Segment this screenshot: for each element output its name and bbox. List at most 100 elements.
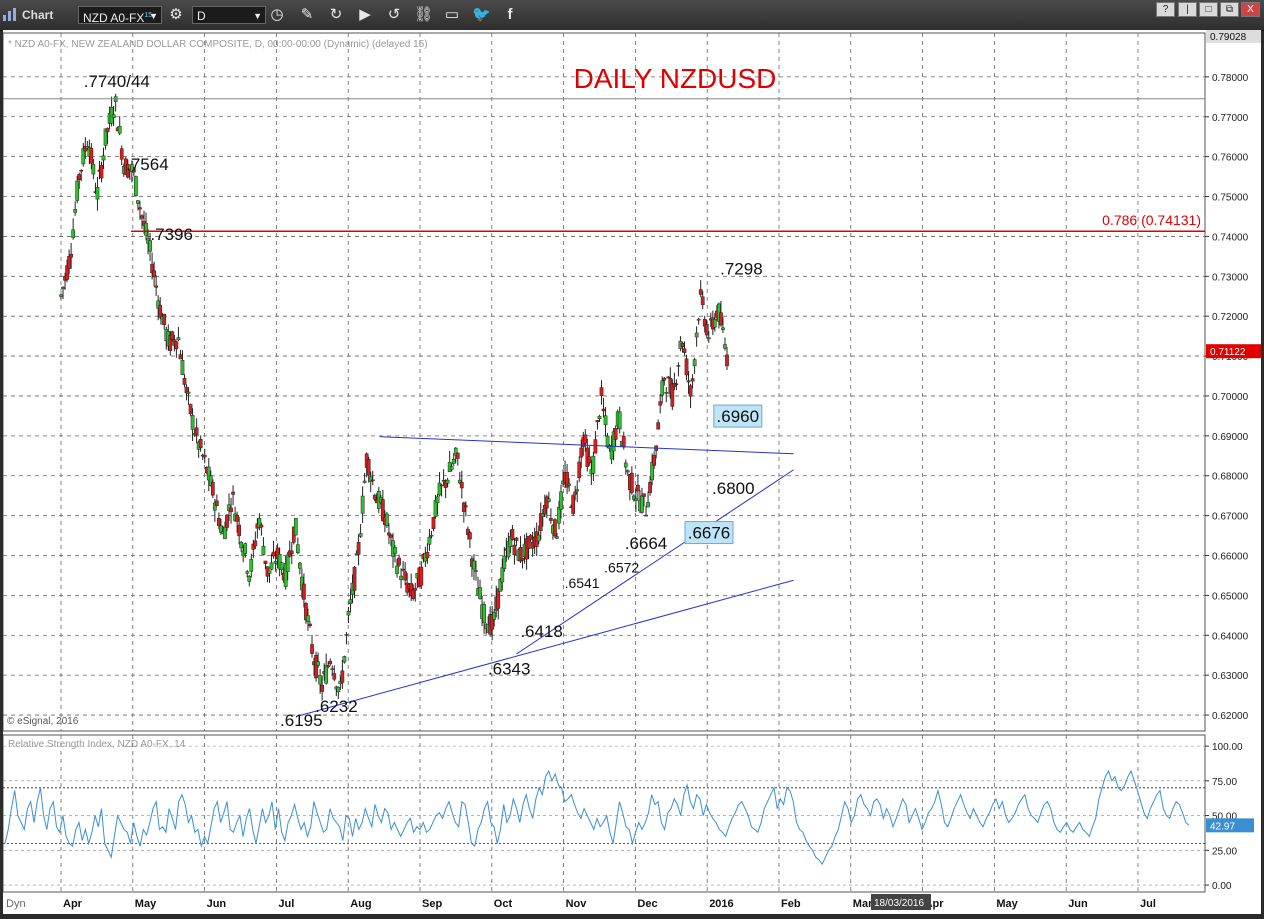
candle-up <box>502 555 507 569</box>
refresh-icon[interactable]: ↻ <box>329 6 343 23</box>
candle-up <box>623 462 628 468</box>
candle-up <box>245 571 250 574</box>
twitter-icon[interactable]: 🐦 <box>472 6 491 23</box>
candle-up <box>723 344 727 349</box>
chart-subtitle: * NZD A0-FX, NEW ZEALAND DOLLAR COMPOSIT… <box>8 39 428 50</box>
trendline <box>379 436 794 455</box>
y-tick-label: 0.75000 <box>1212 193 1249 204</box>
chevron-down-icon: ▼ <box>149 11 158 21</box>
candle-up <box>474 570 478 572</box>
boxed-label-bg <box>684 521 734 545</box>
candle-up <box>664 392 669 394</box>
x-tick-label: Dec <box>637 898 657 910</box>
candle-down <box>571 495 576 514</box>
candle-down <box>680 342 685 347</box>
candle-down <box>464 505 468 508</box>
candle-down <box>152 270 156 278</box>
candle-down <box>326 665 331 668</box>
candle-down <box>658 401 663 406</box>
restore-button[interactable]: ⧉ <box>1220 2 1239 17</box>
facebook-icon[interactable]: f <box>507 6 513 23</box>
candle-up <box>713 319 717 328</box>
chart-svg: 0.786 (0.74131) 0.780000.770000.760000.7… <box>2 28 1261 910</box>
candle-up <box>212 502 217 511</box>
x-tick-label: Jul <box>278 898 294 910</box>
candle-down <box>425 552 430 559</box>
candle-down <box>431 517 436 529</box>
candle-down <box>259 524 264 528</box>
rsi-last-box <box>1206 818 1254 833</box>
y-tick-label: 0.78000 <box>1212 73 1249 84</box>
boxed-label-bg <box>713 404 763 428</box>
candles <box>59 93 729 701</box>
candle-up <box>591 455 596 474</box>
candle-down <box>401 568 405 571</box>
candle-down <box>154 285 158 288</box>
candle-down <box>587 456 592 464</box>
candle-up <box>360 495 365 514</box>
candle-up <box>692 359 697 367</box>
candle-up <box>295 544 300 554</box>
candle-down <box>583 434 588 444</box>
y-tick-label: 0.62000 <box>1212 711 1249 722</box>
candle-up <box>273 561 278 564</box>
candle-down <box>579 447 584 458</box>
rsi-y-tick-label: 0.00 <box>1212 881 1232 892</box>
overlays: 0.786 (0.74131) <box>3 98 1205 717</box>
candle-up <box>279 562 284 570</box>
candle-down <box>271 551 276 557</box>
candle-down <box>666 376 671 379</box>
candle-up <box>249 559 254 572</box>
candle-down <box>593 439 598 454</box>
candle-down <box>514 537 519 541</box>
candle-down <box>577 461 582 479</box>
candle-down <box>686 380 691 383</box>
price-annotation: .7298 <box>720 259 763 278</box>
candle-down <box>320 684 324 692</box>
price-annotation: .6195 <box>280 711 323 730</box>
play-icon[interactable]: ▶ <box>359 6 371 23</box>
candle-down <box>235 514 239 522</box>
interval-selector[interactable]: D ▼ <box>192 6 266 24</box>
candle-down <box>518 547 523 562</box>
candle-down <box>613 428 618 440</box>
axes: 0.78000 0.77000 0.76000 0.75000 0.74000 0.730… <box>6 28 1261 910</box>
candle-up <box>111 114 116 118</box>
pin-button[interactable]: | <box>1178 2 1197 17</box>
candle-down <box>198 439 203 448</box>
candle-up <box>500 567 505 583</box>
settings-gear-icon[interactable]: ⚙ <box>169 6 183 23</box>
pencil-icon[interactable]: ✎ <box>300 6 314 23</box>
symbol-selector[interactable]: NZD A0-FX15 ▼ <box>78 6 162 25</box>
comment-icon[interactable]: ▭ <box>444 6 460 23</box>
clock-icon[interactable]: ◷ <box>270 6 284 23</box>
candle-down <box>352 566 357 591</box>
price-grid <box>2 32 1206 732</box>
candle-down <box>89 147 94 164</box>
reset-icon[interactable]: ↺ <box>387 6 401 23</box>
candle-up <box>395 565 399 574</box>
candle-up <box>472 560 476 570</box>
y-tick-label: 0.73000 <box>1212 272 1249 283</box>
candle-up <box>342 656 347 663</box>
x-tick-label: Oct <box>494 898 513 910</box>
link-icon[interactable]: ⛓ <box>414 6 434 23</box>
y-tick-label: 0.66000 <box>1212 552 1249 563</box>
candle-down <box>684 358 689 376</box>
help-button[interactable]: ? <box>1156 2 1175 17</box>
rsi-y-tick-label: 75.00 <box>1212 777 1237 788</box>
price-annotation: .7564 <box>126 155 169 174</box>
price-annotation: .7740/44 <box>84 72 150 91</box>
candle-down <box>700 296 705 306</box>
candle-up <box>75 180 80 201</box>
close-button[interactable]: X <box>1241 2 1260 17</box>
candle-down <box>544 496 549 509</box>
trendline <box>298 579 794 717</box>
candle-up <box>482 604 486 624</box>
maximize-button[interactable]: □ <box>1199 2 1218 17</box>
candle-down <box>237 524 241 537</box>
candle-up <box>650 461 654 481</box>
candle-down <box>652 455 656 466</box>
candle-down <box>599 387 604 396</box>
candle-up <box>429 534 434 537</box>
